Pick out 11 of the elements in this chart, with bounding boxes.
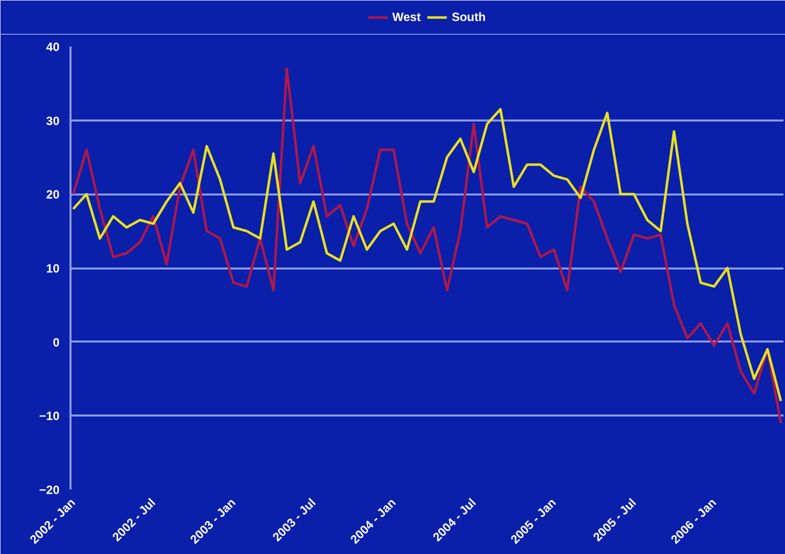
legend-label: West — [392, 10, 421, 24]
line-series — [72, 108, 782, 402]
y-tick-label: −10 — [39, 409, 60, 424]
line-series — [72, 67, 782, 424]
legend-label: South — [452, 10, 486, 24]
y-tick-label: 10 — [46, 262, 60, 276]
y-tick-label: 40 — [46, 40, 60, 54]
y-tick-label: 20 — [46, 188, 60, 202]
y-tick-label: −20 — [39, 483, 60, 497]
y-tick-label: 0 — [52, 335, 60, 350]
y-tick-label: 30 — [46, 114, 60, 128]
